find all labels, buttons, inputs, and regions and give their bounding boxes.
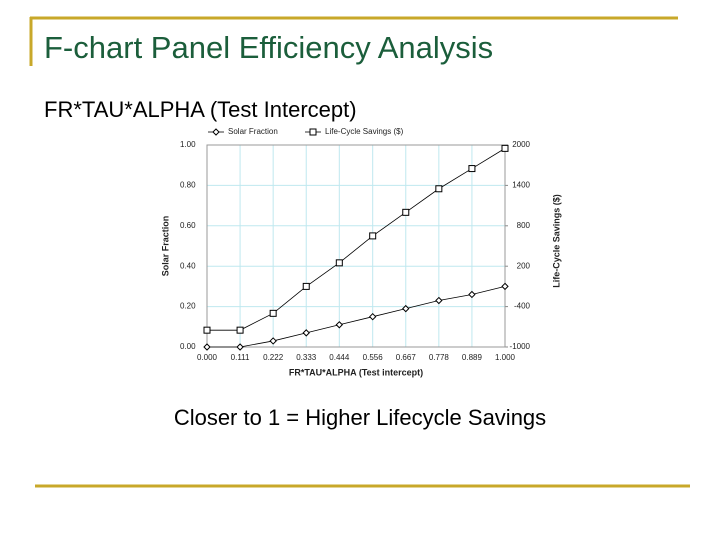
legend-marker	[212, 128, 220, 136]
x-tick-label: 0.889	[462, 353, 483, 362]
point	[269, 337, 277, 345]
point	[501, 282, 509, 291]
y-tick-label: 1.00	[180, 140, 196, 149]
x-tick-label: 0.667	[396, 353, 417, 362]
y-tick-label: 0.20	[180, 302, 196, 311]
point	[335, 259, 343, 267]
point	[402, 304, 410, 313]
y2-tick-label: 1400	[512, 181, 530, 190]
y2-tick-label: 800	[517, 221, 531, 230]
y-tick-label: 0.00	[180, 342, 196, 351]
series-line	[207, 148, 506, 331]
point	[468, 290, 476, 299]
series-line	[207, 286, 506, 348]
point	[369, 232, 377, 240]
y2-tick-label: 2000	[512, 140, 530, 149]
point	[468, 165, 476, 173]
x-tick-label: 0.111	[231, 353, 250, 362]
point	[501, 144, 509, 152]
legend-label: Solar Fraction	[228, 127, 278, 136]
slide-heading: FR*TAU*ALPHA (Test Intercept)	[44, 97, 357, 122]
point	[236, 343, 244, 351]
point	[203, 326, 211, 334]
y2-tick-label: 200	[517, 261, 531, 270]
point	[269, 309, 277, 317]
point	[435, 296, 443, 305]
point	[368, 312, 377, 321]
x-tick-label: 0.444	[329, 353, 350, 362]
point	[302, 329, 310, 337]
plot-frame	[206, 144, 506, 348]
legend-marker	[309, 128, 317, 136]
y-axis-label: Solar Fraction	[160, 216, 170, 277]
point	[236, 326, 244, 334]
x-tick-label: 1.000	[495, 353, 516, 362]
x-tick-label: 0.333	[296, 353, 317, 362]
point	[335, 321, 344, 329]
x-tick-label: 0.556	[363, 353, 384, 362]
y-tick-label: 0.60	[180, 221, 196, 230]
legend-label: Life-Cycle Savings ($)	[325, 127, 404, 136]
point	[302, 282, 310, 290]
point	[435, 185, 443, 193]
y-tick-label: 0.80	[180, 181, 196, 190]
x-tick-label: 0.778	[429, 353, 450, 362]
slide-title: F-chart Panel Efficiency Analysis	[44, 30, 493, 65]
point	[402, 208, 410, 216]
x-axis-label: FR*TAU*ALPHA (Test intercept)	[289, 367, 423, 377]
y2-axis-label: Life-Cycle Savings ($)	[551, 194, 561, 288]
chart: 0.000 0.111 0.222 0.333 0.444 0.556 0.667 0.778…	[160, 127, 561, 377]
y2-tick-label: -400	[514, 302, 531, 311]
x-tick-label: 0.000	[197, 353, 218, 362]
y2-tick-label: -1000	[510, 342, 531, 351]
slide-caption: Closer to 1 = Higher Lifecycle Savings	[174, 405, 546, 430]
y-tick-label: 0.40	[180, 261, 196, 270]
point	[203, 343, 211, 351]
x-tick-label: 0.222	[263, 353, 284, 362]
